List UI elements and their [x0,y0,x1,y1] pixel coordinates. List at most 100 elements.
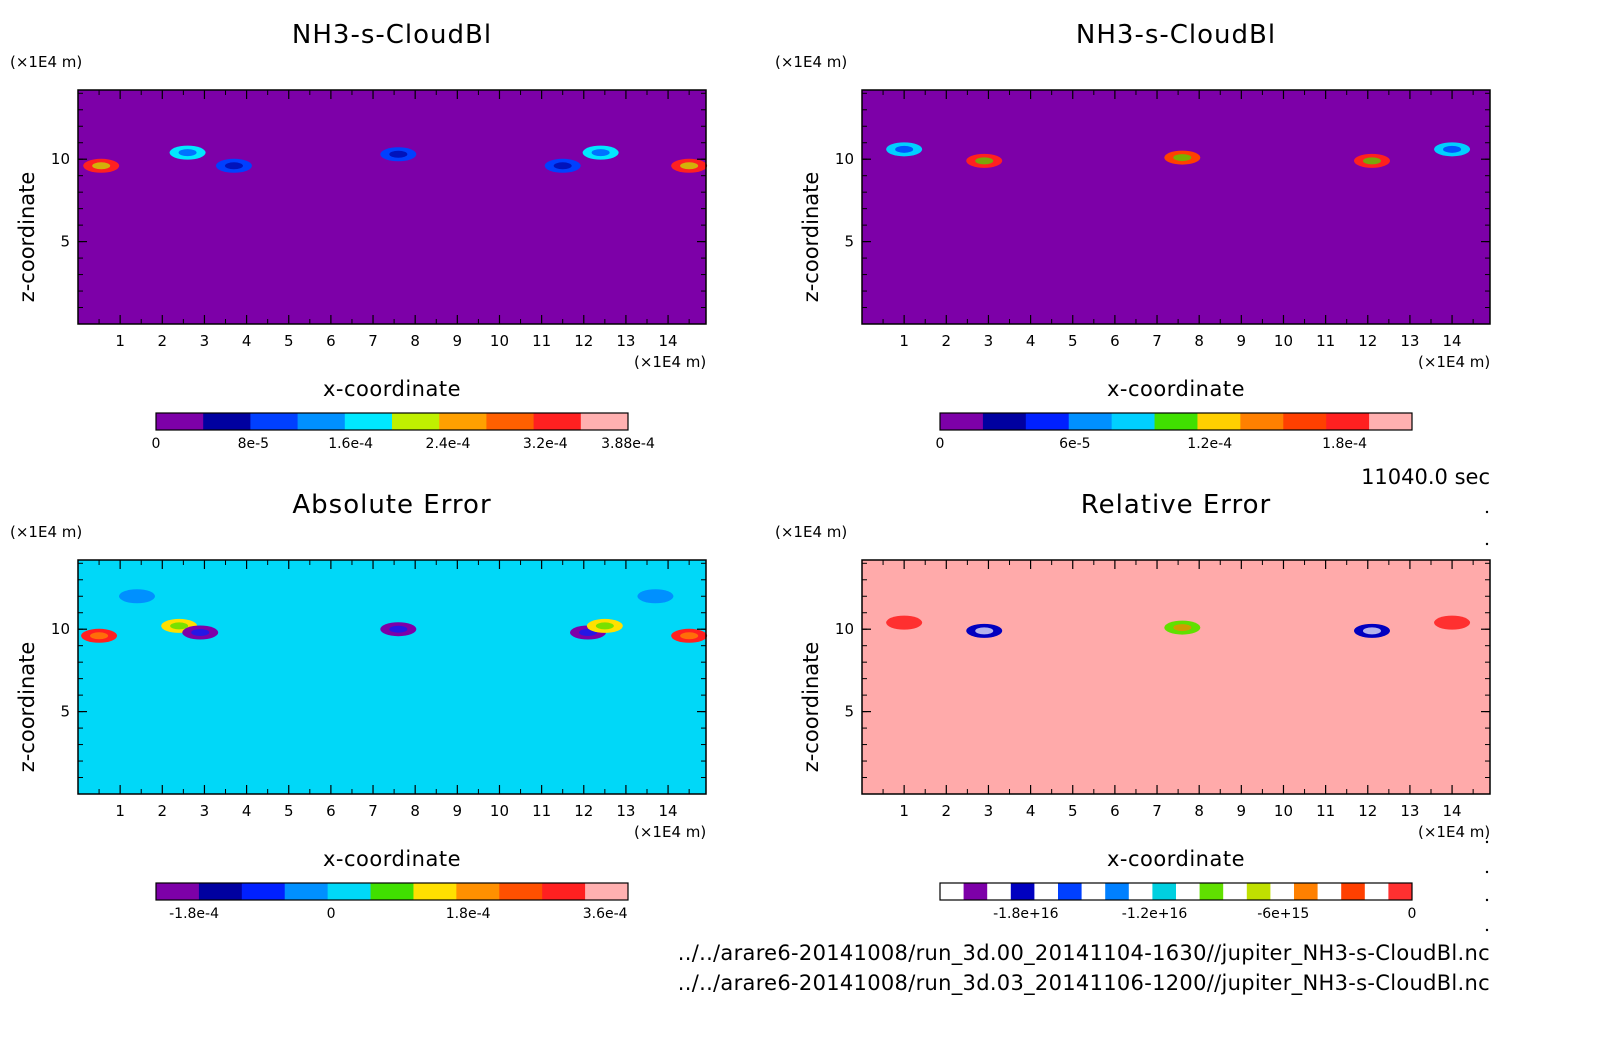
colorbar-swatch [1197,413,1241,430]
field-feature [671,628,708,643]
field-background [862,90,1490,324]
x-tick-label: 9 [1237,802,1247,820]
file-path-1: ../../arare6-20141008/run_3d.00_20141104… [677,941,1490,965]
x-tick-label: 13 [616,332,635,350]
colorbar-label: 0 [152,436,161,452]
colorbar-swatch [1223,883,1248,900]
z-unit-label: (×1E4 m) [10,53,83,71]
colorbar-swatch [982,413,1027,430]
x-tick-label: 10 [490,802,509,820]
x-tick-label: 9 [1237,332,1247,350]
colorbar-label: 3.2e-4 [523,436,568,452]
x-tick-label: 2 [158,802,168,820]
x-tick-label: 2 [158,332,168,350]
feature-core [1173,154,1192,162]
x-tick-label: 14 [1443,332,1462,350]
colorbar-swatch [533,413,582,430]
x-axis-label: x-coordinate [1106,377,1245,401]
x-unit-label: (×1E4 m) [1418,353,1491,371]
field-feature [886,142,923,157]
colorbar-label: 8e-5 [238,436,269,452]
field-feature [1164,150,1201,165]
x-tick-label: 1 [899,802,909,820]
feature-core [595,622,614,630]
x-tick-label: 4 [1026,802,1036,820]
colorbar-swatch [542,883,586,900]
x-tick-label: 12 [1358,802,1377,820]
x-tick-label: 11 [1316,332,1335,350]
y-axis-label: z-coordinate [15,642,39,773]
z-unit-label: (×1E4 m) [775,53,848,71]
colorbar-swatch [456,883,500,900]
x-tick-label: 2 [942,802,952,820]
colorbar-swatch [198,883,243,900]
x-tick-label: 13 [616,802,635,820]
x-tick-label: 14 [1443,802,1462,820]
x-tick-label: 8 [1194,332,1204,350]
feature-core [128,592,147,600]
field-background [78,90,706,324]
colorbar-swatch [1176,883,1201,900]
file-path-2: ../../arare6-20141008/run_3d.03_20141106… [677,971,1490,995]
colorbar-swatch [1105,883,1130,900]
field-feature [83,158,120,173]
x-tick-label: 5 [284,802,294,820]
colorbar-swatch [327,883,372,900]
x-tick-label: 13 [1400,802,1419,820]
field-feature [215,158,252,173]
colorbar-swatch [1081,883,1106,900]
colorbar-swatch [1364,883,1389,900]
colorbar-swatch [156,413,204,430]
chart-title: NH3-s-CloudBl [291,20,493,50]
x-tick-label: 7 [1152,802,1162,820]
x-tick-label: 11 [532,802,551,820]
colorbar-swatch [1034,883,1059,900]
colorbar-frame [939,412,1413,431]
field-feature [380,622,417,637]
x-tick-label: 6 [326,332,336,350]
x-tick-label: 3 [984,802,994,820]
feature-core [895,619,914,627]
field-feature [182,625,219,640]
x-tick-label: 5 [1068,802,1078,820]
x-tick-label: 4 [242,802,252,820]
y-tick-label: 5 [844,233,854,251]
colorbar-swatch [1270,883,1295,900]
y-tick-label: 10 [835,620,854,638]
x-tick-label: 12 [574,332,593,350]
x-tick-label: 10 [1274,802,1293,820]
y-tick-label: 10 [51,150,70,168]
colorbar-swatch [1111,413,1156,430]
feature-core [975,627,994,635]
colorbar-swatch [940,413,984,430]
colorbar-label: 0 [327,906,336,922]
feature-core [680,162,699,170]
heatmap-plot: 1 2 3 4 5 6 7 8 9 10 11 12 13 14510z-coordinate-1.8e-… [15,559,708,922]
x-tick-label: 5 [1068,332,1078,350]
field-feature [119,589,156,604]
colorbar-label: -1.8e+16 [993,906,1059,922]
colorbar-swatch [439,413,487,430]
x-unit-label: (×1E4 m) [1418,823,1491,841]
colorbar-label: 1.8e-4 [446,906,491,922]
feature-core [178,149,197,157]
feature-core [1173,624,1192,632]
colorbar-label: 2.4e-4 [426,436,471,452]
colorbar-label: 3.88e-4 [601,436,655,452]
x-tick-label: 4 [1026,332,1036,350]
colorbar-swatch [987,883,1012,900]
feature-core [389,150,408,158]
field-feature [637,589,674,604]
x-tick-label: 5 [284,332,294,350]
x-tick-label: 14 [659,332,678,350]
colorbar-swatch [963,883,988,900]
x-tick-label: 12 [574,802,593,820]
colorbar-swatch [413,883,457,900]
colorbar-swatch [1317,883,1342,900]
feature-core [680,632,699,640]
colorbar-swatch [1068,413,1113,430]
field-feature [582,145,619,160]
x-tick-label: 1 [115,802,125,820]
